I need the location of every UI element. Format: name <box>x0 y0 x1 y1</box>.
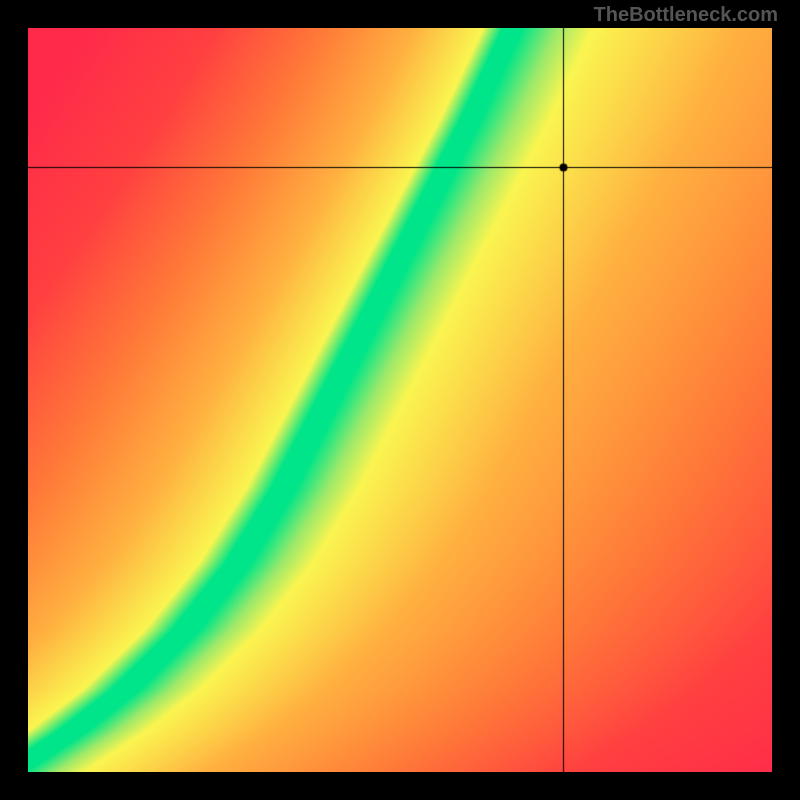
watermark-text: TheBottleneck.com <box>594 4 778 27</box>
heatmap-canvas <box>28 28 772 772</box>
heatmap-plot <box>28 28 772 772</box>
